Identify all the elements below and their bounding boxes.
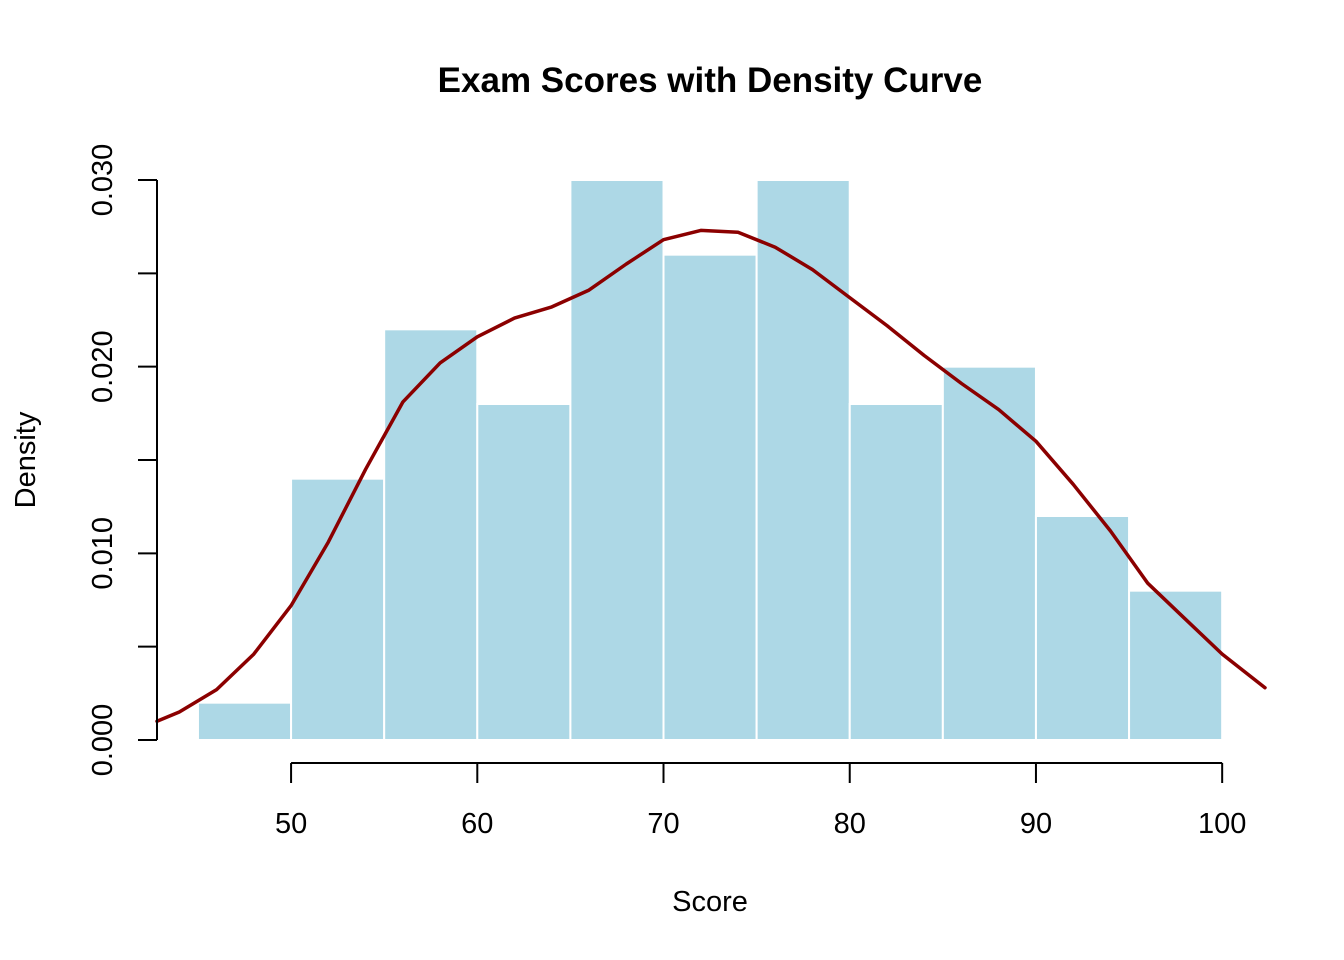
histogram-bar — [569, 179, 665, 741]
histogram-bar — [1128, 589, 1224, 742]
histogram-bar — [290, 477, 386, 741]
chart-title: Exam Scores with Density Curve — [438, 61, 983, 100]
histogram-bar — [196, 701, 293, 742]
histogram-bar — [383, 328, 479, 741]
x-tick-label: 100 — [1198, 808, 1246, 840]
y-tick-label: 0.030 — [87, 144, 119, 217]
histogram-bar — [476, 403, 572, 741]
x-tick-label: 90 — [1020, 808, 1052, 840]
x-tick-label: 50 — [275, 808, 307, 840]
x-tick-label: 80 — [834, 808, 866, 840]
x-tick-label: 60 — [461, 808, 493, 840]
y-axis-label: Density — [10, 411, 42, 508]
density-curve — [155, 228, 1267, 724]
histogram-bar — [1034, 515, 1131, 741]
y-tick-label: 0.000 — [87, 704, 119, 777]
histogram-bar — [755, 179, 851, 741]
x-axis: 50 60 70 80 90 100 — [275, 762, 1246, 840]
histogram-bar — [848, 403, 944, 741]
histogram-bar — [941, 365, 1037, 741]
x-axis-label: Score — [672, 886, 748, 918]
x-tick-label: 70 — [647, 808, 679, 840]
histogram-bars — [196, 179, 1224, 742]
y-tick-label: 0.010 — [87, 517, 119, 590]
y-tick-label: 0.020 — [87, 330, 119, 403]
y-axis: 0.000 0.010 0.020 0.030 — [87, 144, 158, 777]
histogram-bar — [662, 253, 758, 742]
